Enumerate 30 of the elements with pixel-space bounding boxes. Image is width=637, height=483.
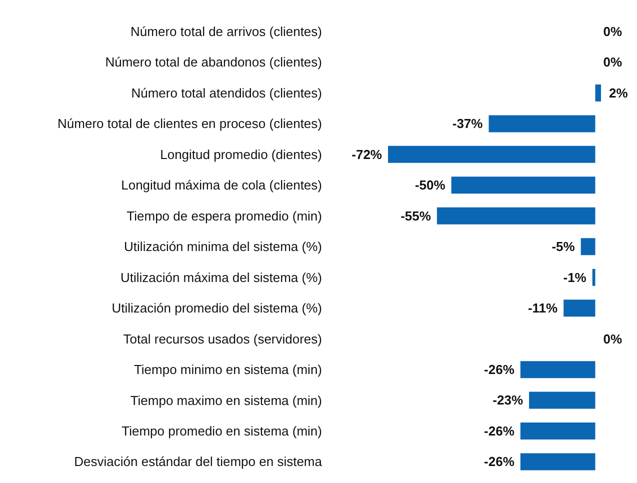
- data-label: -72%: [352, 146, 382, 162]
- data-label: -55%: [400, 208, 432, 224]
- y-tick-label: Utilización promedio del sistema (%): [112, 300, 322, 316]
- data-label: 0%: [603, 54, 622, 70]
- y-tick-label: Número total de abandonos (clientes): [105, 54, 322, 70]
- data-label: 0%: [603, 24, 622, 39]
- y-tick-label: Longitud promedio (dientes): [160, 146, 322, 162]
- data-label: -5%: [552, 239, 576, 254]
- y-tick-label: Total recursos usados (servidores): [123, 331, 322, 346]
- y-tick-label: Número total de arrivos (clientes): [130, 24, 322, 39]
- y-tick-label: Número total de clientes en proceso (clientes): [58, 116, 322, 132]
- data-label: 2%: [609, 85, 628, 100]
- data-label: -26%: [484, 454, 515, 470]
- data-label: -11%: [528, 300, 558, 316]
- data-label: -26%: [484, 423, 515, 438]
- data-label: -26%: [484, 362, 515, 377]
- y-tick-label: Número total atendidos (clientes): [131, 85, 322, 100]
- data-label: 0%: [603, 331, 622, 346]
- y-tick-label: Utilización minima del sistema (%): [124, 239, 322, 254]
- y-tick-label: Tiempo promedio en sistema (min): [122, 424, 322, 439]
- data-label: -1%: [563, 270, 587, 285]
- data-label: -37%: [452, 116, 484, 132]
- data-label: -50%: [414, 178, 446, 193]
- y-tick-label: Longitud máxima de cola (clientes): [121, 178, 322, 193]
- data-label: -23%: [492, 392, 524, 408]
- y-tick-label: Desviación estándar del tiempo en sistema: [74, 454, 323, 470]
- y-tick-label: Utilización máxima del sistema (%): [120, 270, 322, 285]
- y-tick-label: Tiempo minimo en sistema (min): [134, 362, 322, 378]
- y-tick-label: Tiempo maximo en sistema (min): [130, 392, 322, 408]
- y-tick-label: Tiempo de espera promedio (min): [126, 208, 322, 224]
